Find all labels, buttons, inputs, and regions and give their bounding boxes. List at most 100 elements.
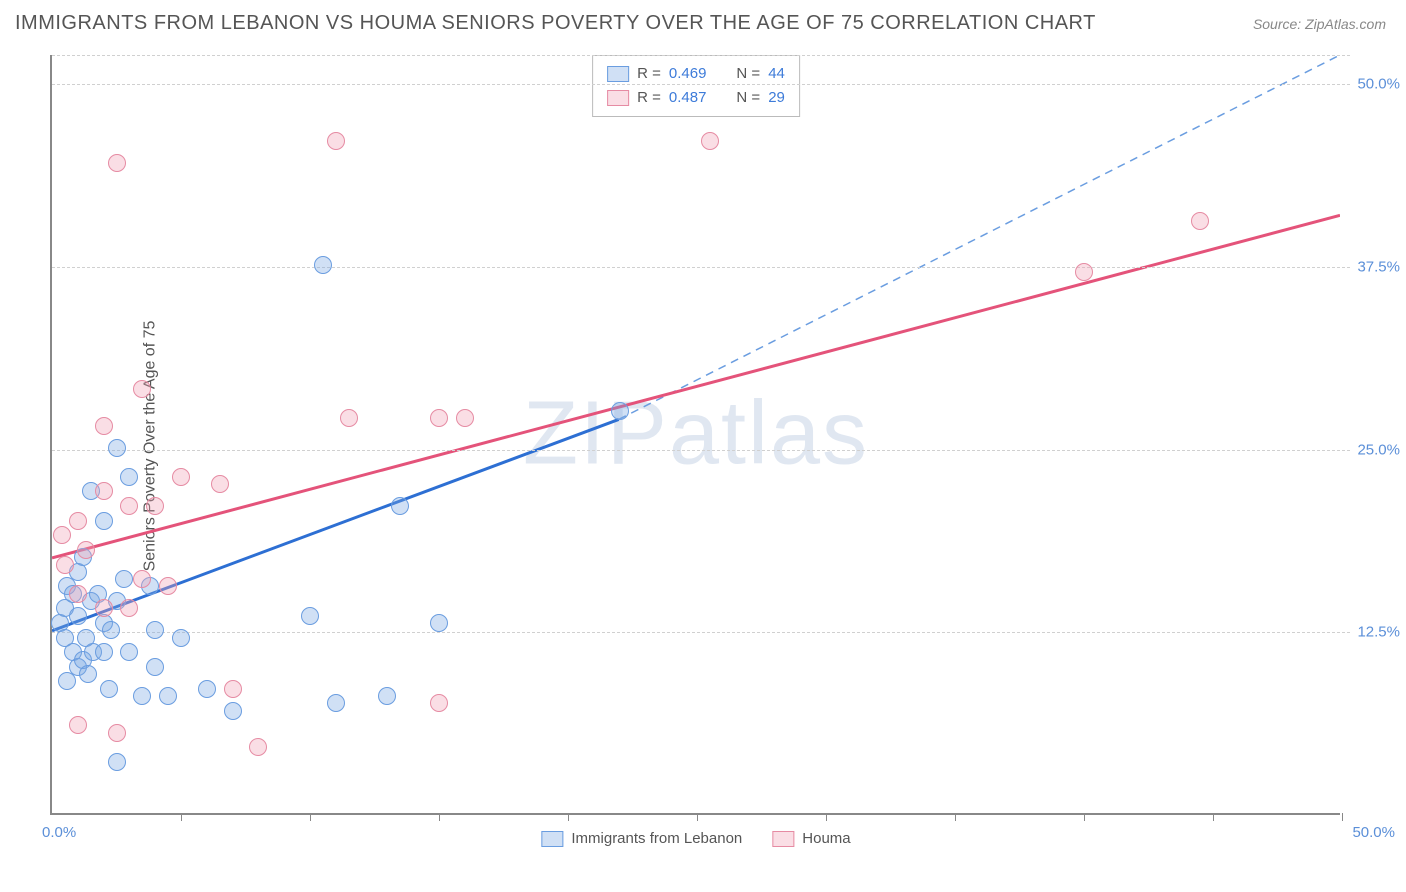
legend-swatch xyxy=(607,66,629,82)
scatter-point xyxy=(95,417,113,435)
scatter-point xyxy=(327,694,345,712)
legend-row: R = 0.469 N = 44 xyxy=(607,62,785,86)
scatter-point xyxy=(53,526,71,544)
x-tick xyxy=(697,813,698,821)
legend-swatch xyxy=(607,90,629,106)
scatter-point xyxy=(120,497,138,515)
scatter-point xyxy=(95,512,113,530)
scatter-point xyxy=(430,409,448,427)
legend-r-value: 0.469 xyxy=(669,62,707,86)
scatter-point xyxy=(69,585,87,603)
legend-bottom-item: Houma xyxy=(772,830,850,847)
scatter-point xyxy=(327,132,345,150)
legend-label: Houma xyxy=(802,830,850,847)
series-legend: Immigrants from Lebanon Houma xyxy=(541,830,850,847)
x-tick xyxy=(310,813,311,821)
plot-area: ZIPatlas R = 0.469 N = 44 R = 0.487 N = … xyxy=(50,55,1340,815)
legend-label: Immigrants from Lebanon xyxy=(571,830,742,847)
x-tick xyxy=(1084,813,1085,821)
scatter-point xyxy=(391,497,409,515)
scatter-point xyxy=(378,687,396,705)
scatter-point xyxy=(95,482,113,500)
y-tick-label: 50.0% xyxy=(1357,76,1400,93)
legend-n-value: 44 xyxy=(768,62,785,86)
grid-line xyxy=(52,267,1350,268)
legend-n-label: N = xyxy=(736,62,760,86)
scatter-point xyxy=(456,409,474,427)
scatter-point xyxy=(115,570,133,588)
x-tick xyxy=(955,813,956,821)
scatter-point xyxy=(133,687,151,705)
scatter-point xyxy=(120,468,138,486)
scatter-point xyxy=(159,687,177,705)
x-tick xyxy=(826,813,827,821)
trend-line xyxy=(52,419,619,630)
scatter-point xyxy=(1191,212,1209,230)
scatter-point xyxy=(224,680,242,698)
x-tick xyxy=(181,813,182,821)
grid-line xyxy=(52,632,1350,633)
scatter-point xyxy=(100,680,118,698)
correlation-legend: R = 0.469 N = 44 R = 0.487 N = 29 xyxy=(592,55,800,117)
grid-line xyxy=(52,84,1350,85)
scatter-point xyxy=(430,694,448,712)
scatter-point xyxy=(249,738,267,756)
scatter-point xyxy=(146,658,164,676)
scatter-point xyxy=(69,607,87,625)
scatter-point xyxy=(120,599,138,617)
watermark-text: ZIPatlas xyxy=(523,383,869,486)
legend-swatch xyxy=(541,831,563,847)
x-axis-max-label: 50.0% xyxy=(1352,824,1395,841)
scatter-point xyxy=(701,132,719,150)
scatter-point xyxy=(1075,263,1093,281)
scatter-point xyxy=(69,716,87,734)
scatter-point xyxy=(146,621,164,639)
legend-bottom-item: Immigrants from Lebanon xyxy=(541,830,742,847)
scatter-point xyxy=(301,607,319,625)
grid-line xyxy=(52,450,1350,451)
chart-title: IMMIGRANTS FROM LEBANON VS HOUMA SENIORS… xyxy=(15,12,1096,35)
scatter-point xyxy=(133,570,151,588)
scatter-point xyxy=(56,556,74,574)
legend-n-value: 29 xyxy=(768,86,785,110)
scatter-point xyxy=(95,643,113,661)
legend-r-value: 0.487 xyxy=(669,86,707,110)
scatter-point xyxy=(108,724,126,742)
scatter-point xyxy=(69,512,87,530)
scatter-point xyxy=(58,672,76,690)
scatter-point xyxy=(172,468,190,486)
source-label: Source: ZipAtlas.com xyxy=(1253,16,1386,32)
scatter-point xyxy=(146,497,164,515)
scatter-point xyxy=(108,753,126,771)
trend-lines-svg xyxy=(52,55,1340,813)
scatter-point xyxy=(340,409,358,427)
scatter-point xyxy=(211,475,229,493)
scatter-point xyxy=(611,402,629,420)
x-tick xyxy=(1213,813,1214,821)
scatter-point xyxy=(198,680,216,698)
scatter-point xyxy=(430,614,448,632)
scatter-point xyxy=(159,577,177,595)
scatter-point xyxy=(102,621,120,639)
y-tick-label: 37.5% xyxy=(1357,258,1400,275)
legend-row: R = 0.487 N = 29 xyxy=(607,86,785,110)
scatter-point xyxy=(172,629,190,647)
scatter-point xyxy=(79,665,97,683)
scatter-point xyxy=(314,256,332,274)
scatter-point xyxy=(108,439,126,457)
scatter-point xyxy=(224,702,242,720)
scatter-point xyxy=(108,154,126,172)
grid-line xyxy=(52,55,1350,56)
x-tick xyxy=(568,813,569,821)
x-tick xyxy=(1342,813,1343,821)
legend-r-label: R = xyxy=(637,86,661,110)
x-tick xyxy=(439,813,440,821)
legend-r-label: R = xyxy=(637,62,661,86)
scatter-point xyxy=(95,599,113,617)
x-axis-min-label: 0.0% xyxy=(42,824,76,841)
scatter-point xyxy=(77,541,95,559)
scatter-point xyxy=(133,380,151,398)
y-tick-label: 25.0% xyxy=(1357,441,1400,458)
scatter-point xyxy=(120,643,138,661)
legend-n-label: N = xyxy=(736,86,760,110)
